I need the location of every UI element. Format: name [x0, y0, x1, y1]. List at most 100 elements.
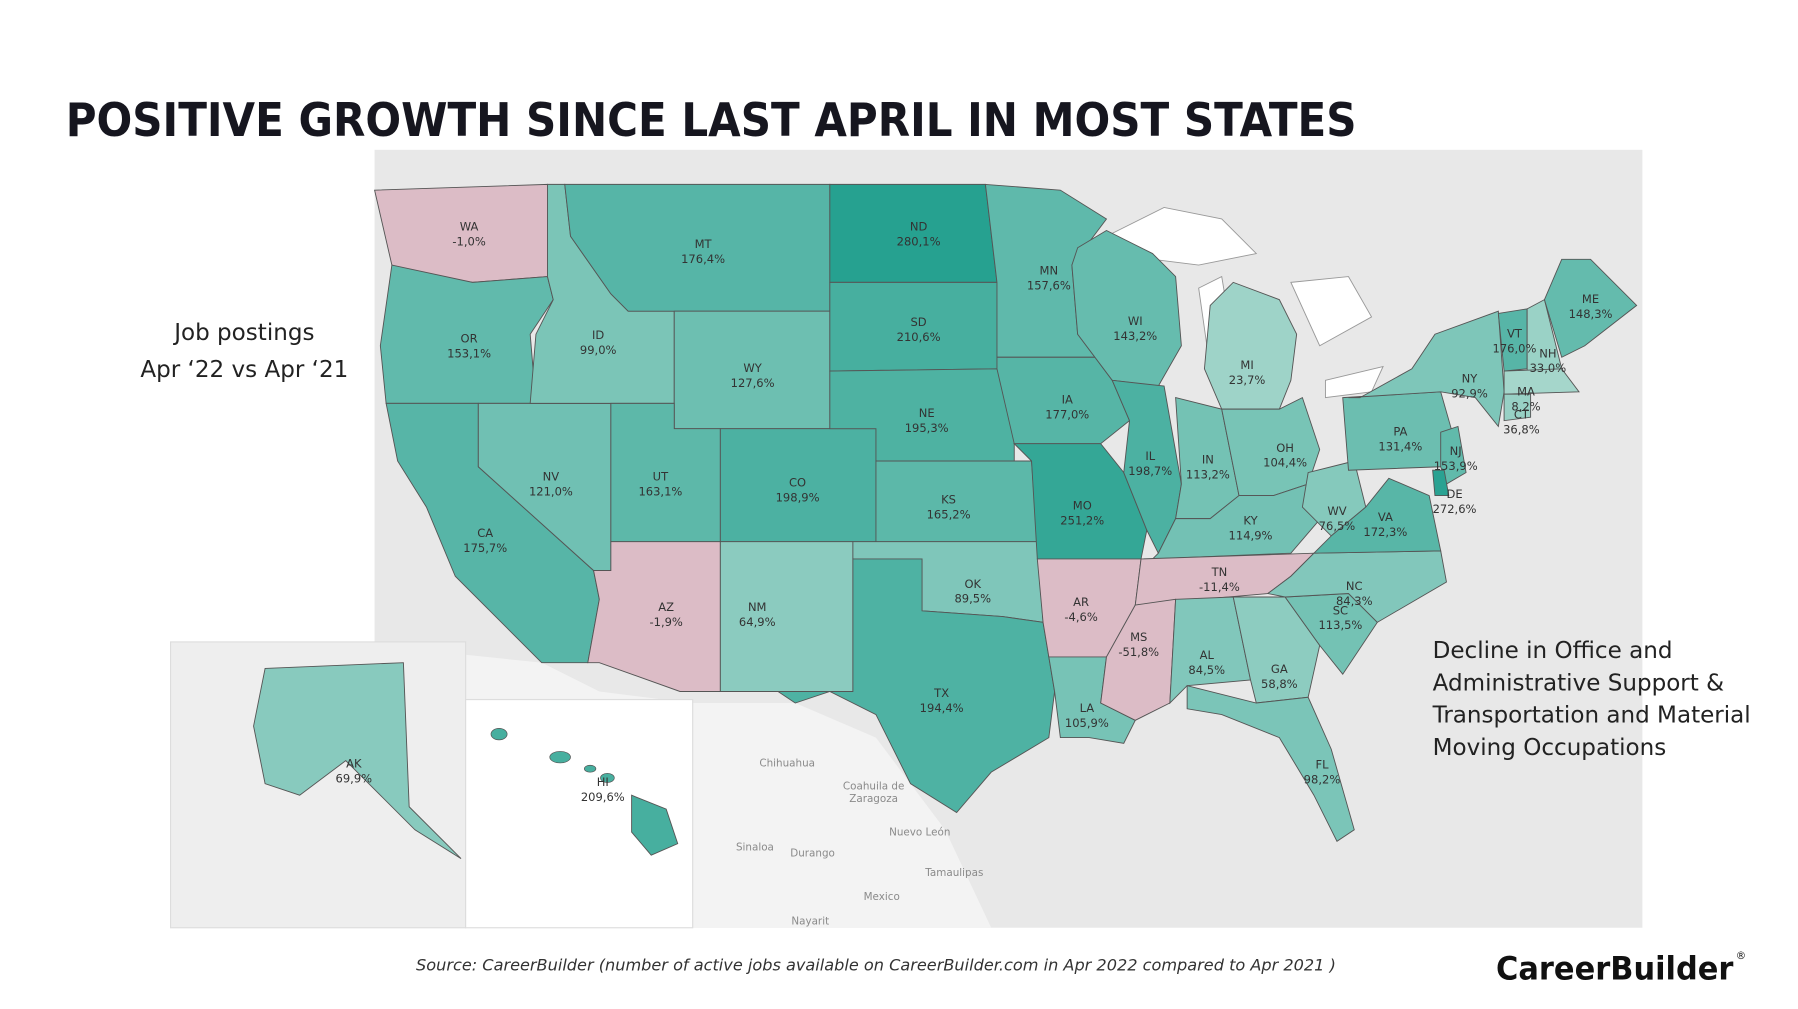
- state: [1503, 393, 1532, 422]
- state-value-label: 84,5%: [1188, 663, 1225, 677]
- state: [1503, 368, 1580, 395]
- state-value-label: 69,9%: [336, 772, 373, 786]
- state-value-label: 92,9%: [1451, 387, 1488, 401]
- state-code: GA: [1271, 662, 1288, 676]
- state-value-label: 176,4%: [681, 252, 725, 266]
- state: [1348, 310, 1505, 428]
- state-code: WA: [460, 219, 479, 233]
- annotation-right: Transportation and Material: [1432, 703, 1751, 729]
- state-code: TN: [1211, 565, 1228, 579]
- basemap-label: Sinaloa: [736, 842, 774, 854]
- basemap-label: Tamaulipas: [924, 867, 983, 879]
- state-value-label: 163,1%: [638, 485, 682, 499]
- basemap-label: Nayarit: [791, 915, 829, 927]
- state-value-label: 251,2%: [1060, 513, 1104, 527]
- state-code: DE: [1446, 487, 1462, 501]
- state-value-label: -4,6%: [1064, 610, 1097, 624]
- state: [1013, 443, 1148, 560]
- state: [776, 558, 1056, 814]
- state-code: AZ: [658, 600, 674, 614]
- state-code: MT: [695, 237, 713, 251]
- state-value-label: 33,0%: [1530, 361, 1567, 375]
- state-value-label: 114,9%: [1229, 528, 1273, 542]
- logo: CareerBuilder: [1496, 950, 1734, 988]
- island: [584, 764, 597, 773]
- source: Source: CareerBuilder (number of active …: [416, 955, 1336, 974]
- state-code: NC: [1346, 579, 1363, 593]
- state-code: KY: [1243, 513, 1258, 527]
- state-value-label: 165,2%: [927, 508, 971, 522]
- state-code: WY: [743, 361, 762, 375]
- state-code: NM: [748, 600, 767, 614]
- basemap-label: Zaragoza: [849, 793, 898, 805]
- state: [1186, 685, 1355, 842]
- island: [490, 728, 508, 741]
- state-value-label: 157,6%: [1027, 278, 1071, 292]
- state-value-label: 104,4%: [1263, 456, 1307, 470]
- state: [379, 264, 554, 404]
- state-code: AK: [346, 757, 362, 771]
- state-value-label: -11,4%: [1199, 580, 1240, 594]
- state-code: IN: [1202, 452, 1214, 466]
- state-code: VT: [1507, 327, 1523, 341]
- state-code: ID: [592, 328, 604, 342]
- state-code: VA: [1378, 510, 1393, 524]
- state-code: ND: [910, 219, 928, 233]
- logo-mark: ®: [1736, 950, 1746, 962]
- state: [1266, 550, 1447, 623]
- state-code: OK: [964, 577, 981, 591]
- state-code: OR: [461, 331, 478, 345]
- state-value-label: 280,1%: [897, 234, 941, 248]
- state-value-label: 23,7%: [1229, 373, 1266, 387]
- state-value-label: 143,2%: [1113, 329, 1157, 343]
- state-code: IA: [1062, 392, 1073, 406]
- state-value-label: 113,5%: [1318, 618, 1362, 632]
- basemap-label: Nuevo León: [889, 827, 950, 839]
- state-code: CO: [789, 475, 806, 489]
- annotation-right: Moving Occupations: [1433, 735, 1667, 761]
- state-value-label: 98,2%: [1304, 773, 1341, 787]
- state: [1203, 281, 1298, 410]
- state: [1221, 396, 1321, 497]
- state-code: UT: [653, 470, 669, 484]
- state-code: MO: [1073, 498, 1092, 512]
- state: [875, 460, 1038, 543]
- basemap-label: Durango: [790, 847, 835, 859]
- island: [600, 772, 615, 783]
- state-code: IL: [1145, 449, 1155, 463]
- state-value-label: 198,7%: [1128, 464, 1172, 478]
- state-code: WV: [1327, 504, 1346, 518]
- state-value-label: 195,3%: [905, 421, 949, 435]
- state-value-label: 121,0%: [529, 485, 573, 499]
- state-value-label: 36,8%: [1503, 422, 1540, 436]
- state-value-label: 194,4%: [920, 701, 964, 715]
- annotation-right: Decline in Office and: [1433, 638, 1673, 664]
- state-value-label: -1,0%: [452, 234, 485, 248]
- state-code: KS: [941, 493, 956, 507]
- state-code: TX: [933, 686, 949, 700]
- state-code: HI: [597, 775, 609, 789]
- state-code: NY: [1462, 372, 1479, 386]
- state-value-label: 99,0%: [580, 343, 617, 357]
- state: [1432, 469, 1450, 497]
- state-code: OH: [1276, 441, 1294, 455]
- state: [1440, 425, 1467, 485]
- state-code: AL: [1200, 648, 1215, 662]
- basemap-label: Coahuila de: [843, 780, 904, 792]
- state-value-label: 198,9%: [776, 490, 820, 504]
- basemap-label: Mexico: [864, 891, 900, 903]
- state-value-label: -51,8%: [1118, 645, 1159, 659]
- state-code: SD: [910, 315, 926, 329]
- state-value-label: 175,7%: [463, 541, 507, 555]
- state-code: PA: [1393, 425, 1407, 439]
- state-value-label: 89,5%: [954, 592, 991, 606]
- annotation-left: Job postings: [172, 320, 314, 346]
- state-value-label: 176,0%: [1493, 342, 1537, 356]
- state-code: MA: [1517, 384, 1535, 398]
- state-code: NH: [1539, 346, 1556, 360]
- annotation-right: Administrative Support &: [1433, 670, 1725, 696]
- state-value-label: 209,6%: [581, 790, 625, 804]
- state-code: NE: [919, 406, 935, 420]
- basemap-label: Chihuahua: [759, 757, 815, 769]
